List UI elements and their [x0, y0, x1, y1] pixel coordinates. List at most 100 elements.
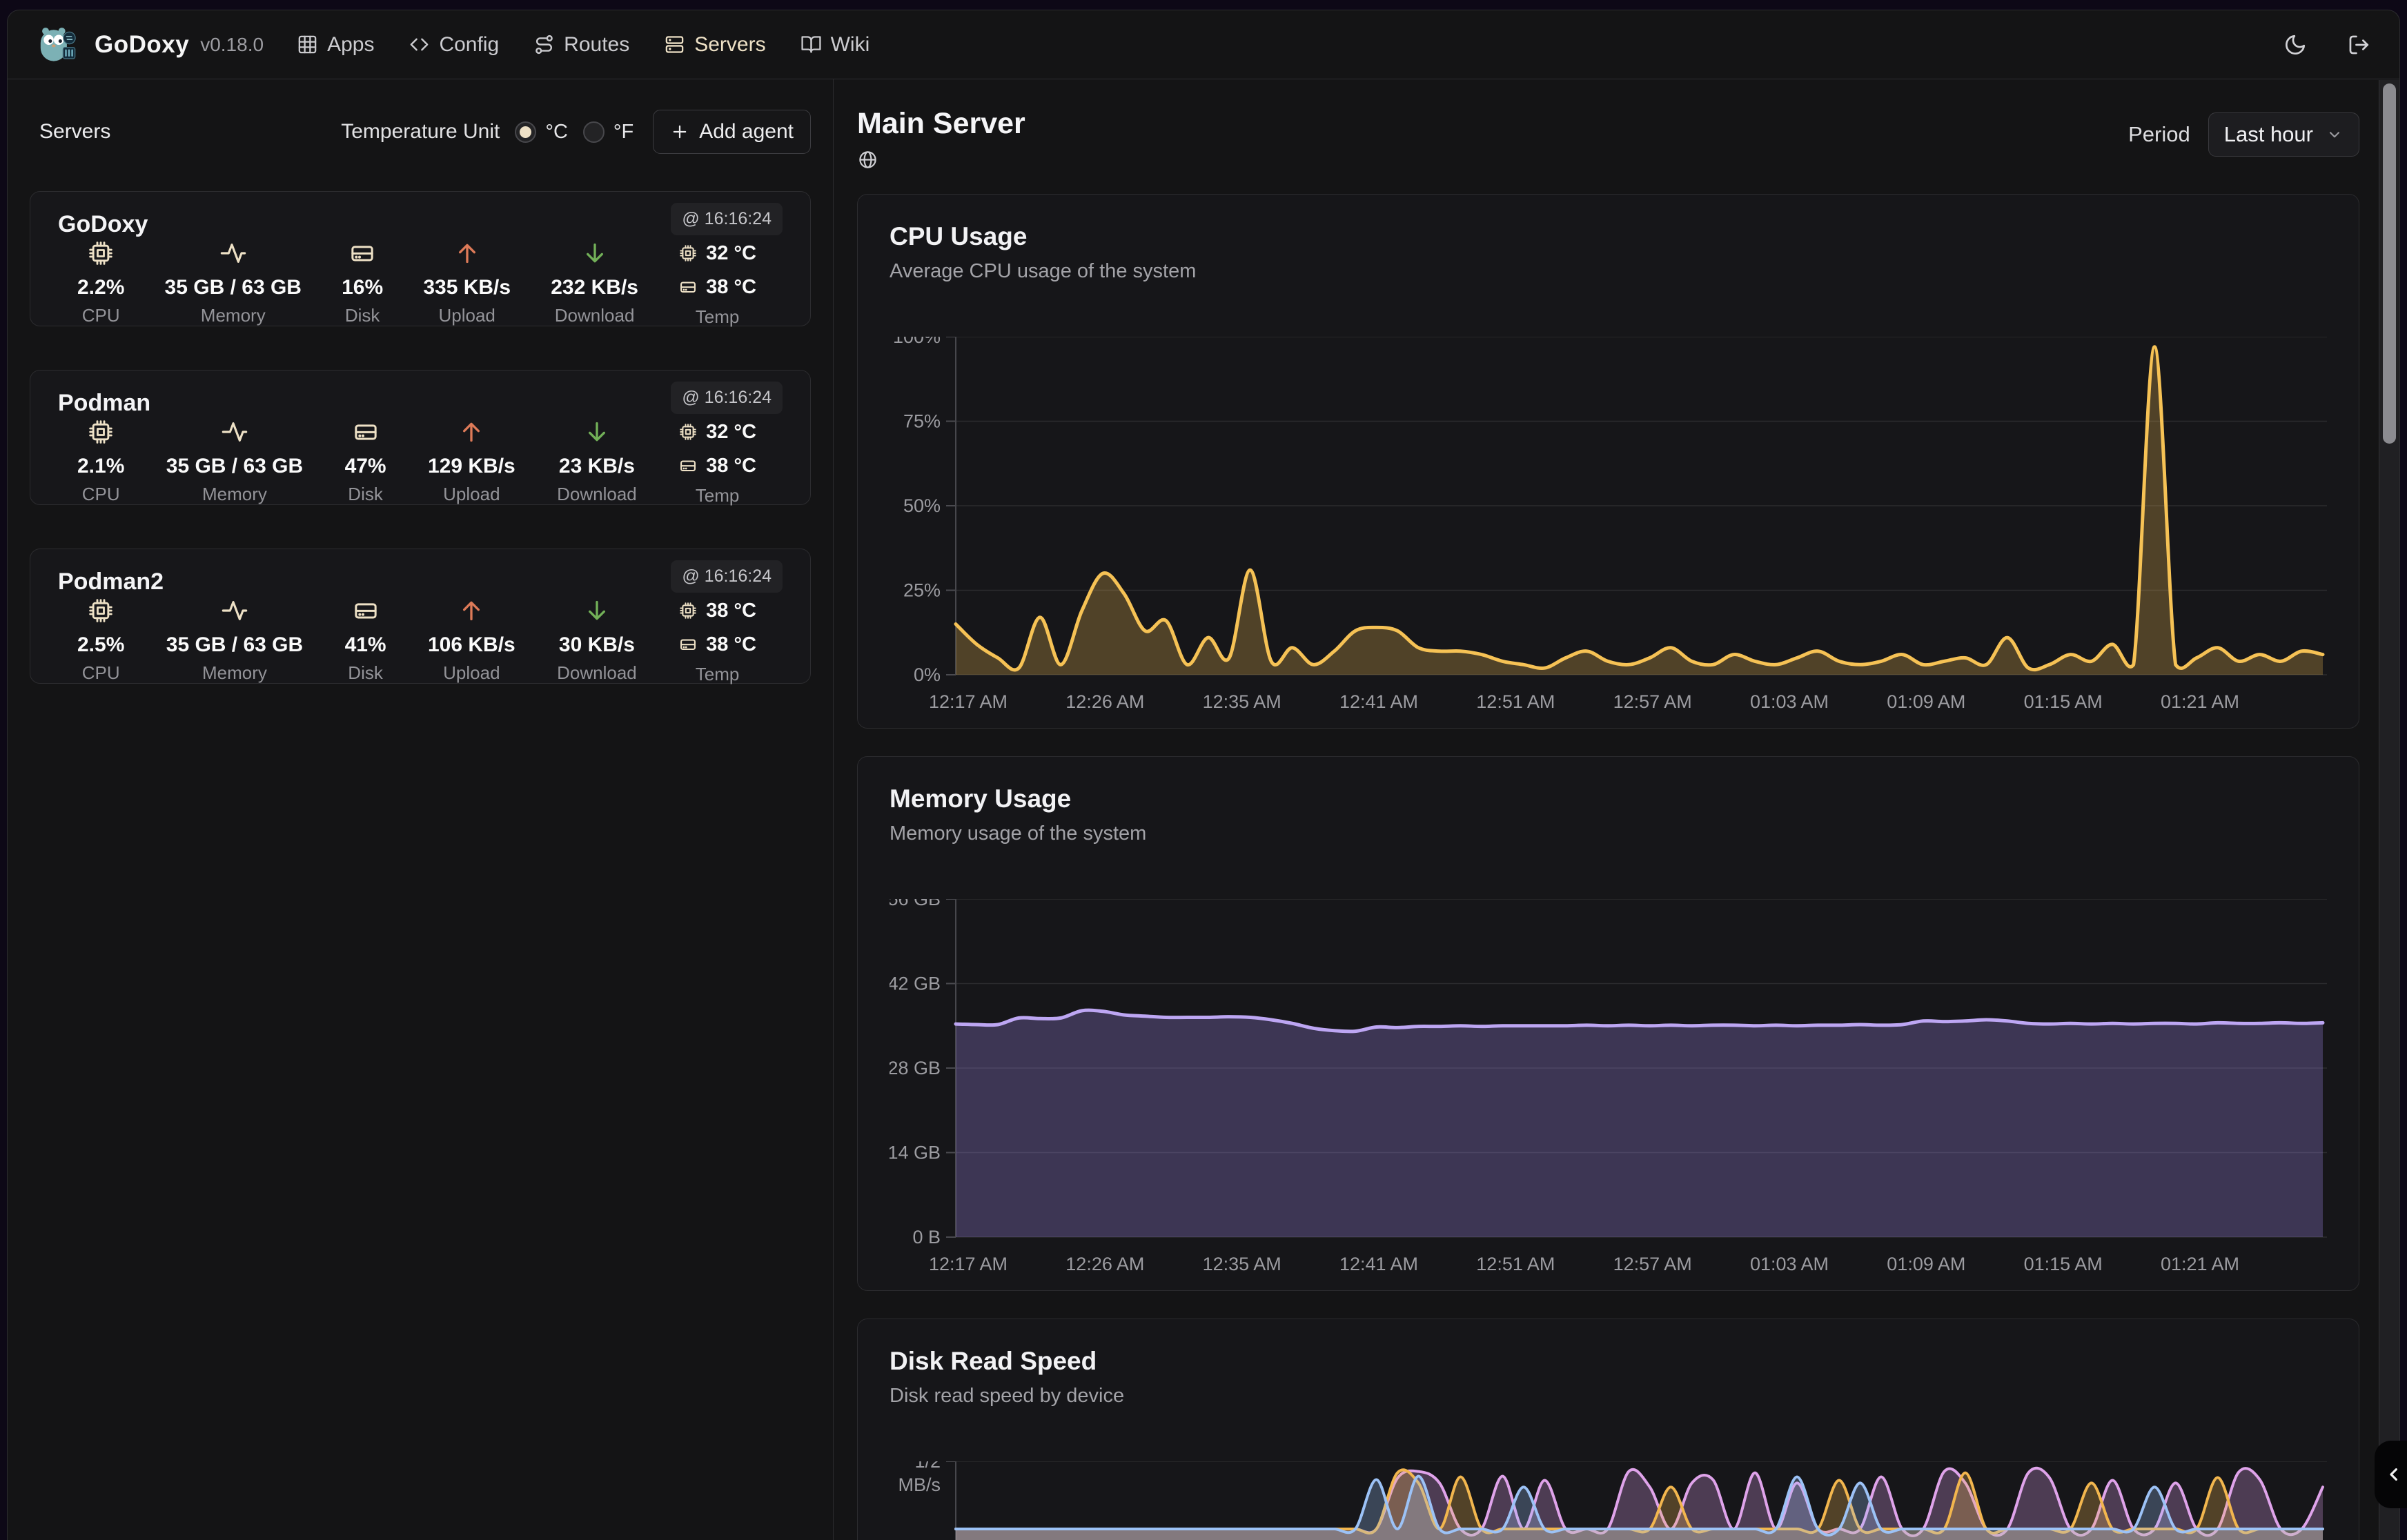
cpu-usage-chart: 100% 75% 50% 25% 0% 12:17 AM 12:26 AM 12:35 AM 1…	[890, 326, 2327, 718]
svg-text:1/2MB/s: 1/2 MB/s	[898, 1461, 941, 1495]
sidebar-header: Servers Temperature Unit °C °F Add agent	[30, 110, 811, 154]
stat-label: Memory	[200, 305, 266, 326]
stat-label: Download	[557, 662, 637, 683]
stat-cpu: 2.1% CPU	[77, 418, 124, 506]
stat-value: 35 GB / 63 GB	[164, 276, 302, 299]
svg-text:12:51 AM: 12:51 AM	[1476, 691, 1555, 712]
disk-temp-value: 38 °C	[706, 454, 756, 477]
hard-drive-icon	[678, 277, 698, 297]
server-timestamp: @ 16:16:24	[671, 560, 783, 593]
cpu-icon	[87, 597, 115, 624]
chart-title: CPU Usage	[890, 222, 1028, 250]
stat-disk: 16% Disk	[342, 239, 383, 328]
nav-item-servers[interactable]: Servers	[664, 33, 766, 57]
svg-text:56 GB: 56 GB	[890, 899, 941, 909]
stat-memory: 35 GB / 63 GB Memory	[166, 597, 303, 685]
nav-item-routes[interactable]: Routes	[533, 33, 629, 57]
svg-text:12:26 AM: 12:26 AM	[1065, 691, 1144, 712]
svg-text:12:57 AM: 12:57 AM	[1613, 1254, 1692, 1274]
add-agent-button[interactable]: Add agent	[653, 110, 811, 154]
server-card-godoxy[interactable]: GoDoxy @ 16:16:24 2.2% CPU 35 GB / 63 GB	[30, 191, 811, 328]
stat-label: Upload	[443, 484, 500, 504]
stat-temp: 32 °C 38 °C Temp	[678, 239, 756, 328]
stat-upload: 129 KB/s Upload	[428, 418, 515, 506]
cpu-temp-value: 32 °C	[706, 241, 756, 264]
stat-value: 16%	[342, 276, 384, 299]
stat-upload: 335 KB/s Upload	[423, 239, 511, 328]
stat-value: 47%	[344, 455, 386, 477]
svg-text:01:03 AM: 01:03 AM	[1750, 1254, 1829, 1274]
stat-label: Temp	[695, 664, 740, 684]
stat-temp: 38 °C 38 °C Temp	[678, 597, 756, 685]
chart-subtitle: Memory usage of the system	[890, 822, 1147, 845]
activity-icon	[221, 418, 248, 446]
vertical-scrollbar[interactable]	[2379, 80, 2399, 1540]
svg-text:01:21 AM: 01:21 AM	[2161, 1254, 2239, 1274]
server-name: Podman2	[58, 569, 164, 595]
stat-memory: 35 GB / 63 GB Memory	[165, 239, 302, 328]
stat-value: 106 KB/s	[427, 633, 515, 656]
svg-text:12:41 AM: 12:41 AM	[1339, 691, 1418, 712]
chart-subtitle: Disk read speed by device	[890, 1385, 1125, 1407]
collapse-panel-tab[interactable]	[2375, 1441, 2407, 1508]
server-timestamp: @ 16:16:24	[671, 203, 783, 235]
scrollbar-thumb[interactable]	[2383, 83, 2396, 444]
svg-text:01:21 AM: 01:21 AM	[2161, 691, 2239, 712]
cpu-icon	[87, 239, 115, 267]
svg-text:12:57 AM: 12:57 AM	[1613, 691, 1692, 712]
svg-text:75%: 75%	[903, 411, 941, 432]
grid-icon	[297, 34, 318, 55]
route-icon	[533, 34, 555, 55]
celsius-radio[interactable]: °C	[515, 121, 568, 144]
stat-label: Disk	[344, 305, 380, 326]
book-open-icon	[800, 34, 822, 55]
hard-drive-icon	[678, 456, 698, 475]
nav-item-label: Config	[439, 32, 500, 56]
chart-subtitle: Average CPU usage of the system	[890, 260, 1197, 282]
svg-text:12:35 AM: 12:35 AM	[1203, 691, 1281, 712]
page-title: Main Server	[857, 107, 1025, 140]
svg-text:0 B: 0 B	[912, 1227, 941, 1247]
arrow-up-icon	[453, 239, 481, 267]
nav-item-wiki[interactable]: Wiki	[800, 33, 870, 57]
svg-text:25%: 25%	[903, 580, 941, 601]
arrow-down-icon	[583, 418, 611, 446]
fahrenheit-radio[interactable]: °F	[582, 121, 633, 144]
logout-icon[interactable]	[2347, 33, 2370, 57]
radio-dot-selected	[515, 121, 537, 143]
server-icon	[664, 34, 685, 55]
stat-upload: 106 KB/s Upload	[428, 597, 515, 685]
stat-download: 30 KB/s Download	[557, 597, 637, 685]
svg-text:50%: 50%	[903, 495, 941, 516]
server-card-podman[interactable]: Podman @ 16:16:24 2.1% CPU 35 GB / 63 GB	[30, 370, 811, 506]
arrow-up-icon	[458, 418, 485, 446]
period-label: Period	[2128, 122, 2190, 146]
navbar-actions	[2283, 33, 2370, 57]
app-window: GoDoxy v0.18.0 Apps Config Routes Server…	[7, 10, 2400, 1540]
moon-icon[interactable]	[2283, 33, 2307, 57]
cpu-icon	[678, 244, 698, 263]
nav-item-config[interactable]: Config	[409, 33, 499, 57]
nav-item-label: Routes	[564, 32, 630, 56]
stat-value: 2.2%	[77, 276, 125, 299]
stat-label: CPU	[81, 662, 120, 683]
activity-icon	[221, 597, 248, 624]
server-name: Podman	[58, 390, 151, 416]
server-card-podman2[interactable]: Podman2 @ 16:16:24 2.5% CPU 35 GB / 63 G…	[30, 549, 811, 684]
period-select[interactable]: Last hour	[2208, 112, 2359, 157]
chevron-left-icon	[2383, 1463, 2405, 1485]
sidebar-title: Servers	[39, 120, 111, 143]
period-value: Last hour	[2223, 122, 2313, 146]
stat-label: Download	[557, 484, 637, 504]
stat-value: 2.1%	[77, 455, 125, 477]
server-timestamp: @ 16:16:24	[671, 382, 783, 414]
nav-item-apps[interactable]: Apps	[297, 33, 374, 57]
stat-label: Disk	[348, 662, 383, 683]
svg-text:14 GB: 14 GB	[890, 1143, 941, 1163]
stat-label: CPU	[81, 305, 120, 326]
memory-usage-chart: 56 GB 42 GB 28 GB 14 GB 0 B 12:17 AM 12:26 AM 1…	[887, 889, 2327, 1281]
svg-text:100%: 100%	[893, 337, 941, 347]
disk-temp-value: 38 °C	[706, 633, 756, 655]
main-panel: Main Server Period Last hour CPU Usage A…	[834, 79, 2399, 1540]
nav-item-label: Wiki	[830, 32, 870, 56]
